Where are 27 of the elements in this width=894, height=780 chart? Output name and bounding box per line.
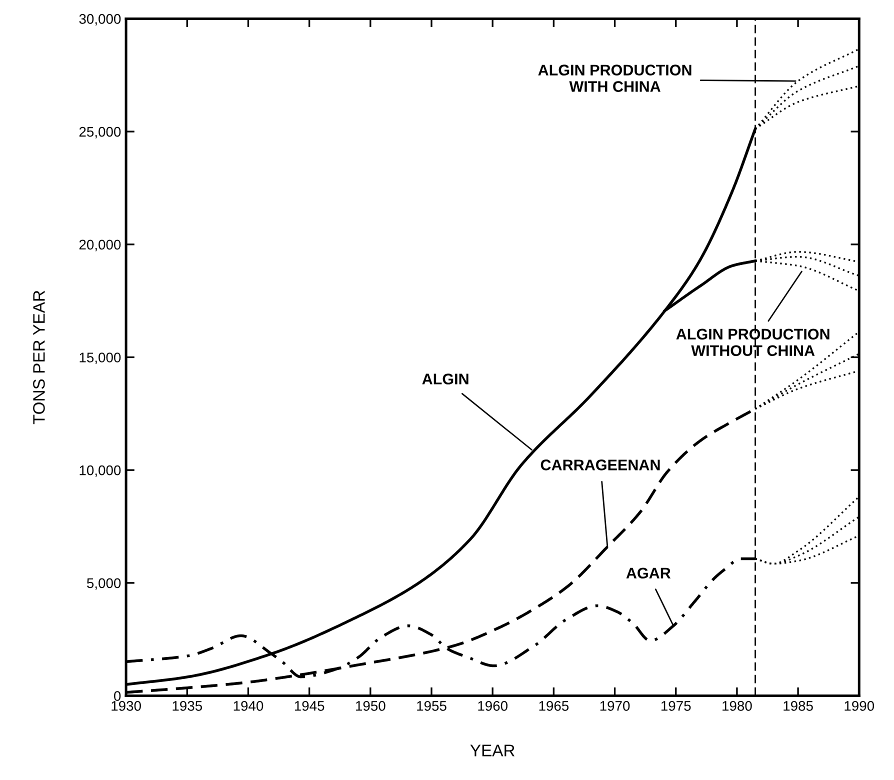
y-tick-label: 0 [114,691,121,701]
annotation: ALGIN PRODUCTION WITHOUT CHINA [676,328,830,356]
y-axis-title: TONS PER YEAR [33,290,45,424]
annotation: ALGIN PRODUCTION WITH CHINA [538,64,692,92]
annotation: AGAR [626,568,671,579]
x-tick-label: 1970 [600,700,630,711]
y-tick-label: 10,000 [80,465,121,477]
y-tick-label: 20,000 [79,240,121,252]
y-tick-label: 25,000 [79,126,121,138]
annotation: ALGIN [422,374,468,384]
x-tick-label: 1985 [784,700,813,711]
annotation: CARRAGEENAN [540,460,660,470]
x-tick-label: 1945 [294,700,324,711]
x-tick-label: 1955 [417,700,446,711]
x-tick-label: 1930 [112,700,141,711]
x-tick-label: 1935 [172,700,202,711]
x-axis-title: YEAR [470,744,515,756]
x-tick-label: 1960 [478,700,508,711]
x-tick-label: 1950 [356,700,386,711]
x-tick-label: 1965 [539,700,569,711]
x-tick-label: 1940 [234,700,264,711]
x-tick-label: 1980 [722,700,752,711]
x-tick-label: 1975 [661,700,691,711]
y-tick-label: 5,000 [86,578,121,590]
x-tick-label: 1990 [844,700,874,711]
y-tick-label: 30,000 [79,14,121,26]
y-tick-label: 15,000 [80,352,121,364]
